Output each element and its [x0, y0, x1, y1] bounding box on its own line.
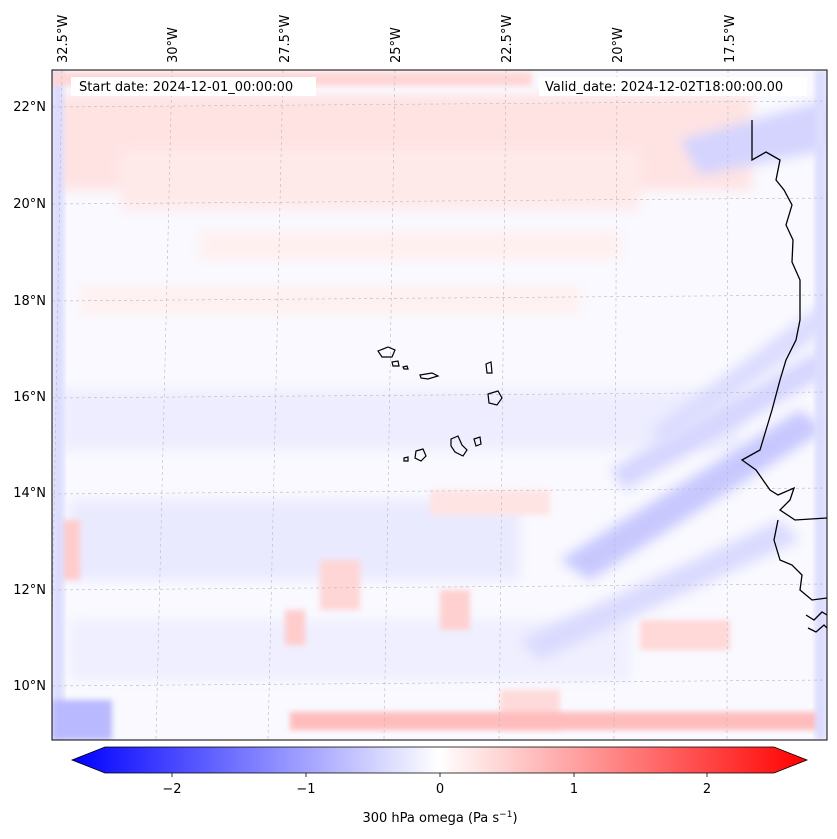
- longitude-labels: 32.5°W 30°W 27.5°W 25°W 22.5°W 20°W 17.5…: [56, 15, 738, 63]
- lat-label-16n: 16°N: [13, 390, 46, 405]
- lat-label-12n: 12°N: [13, 583, 46, 598]
- lat-label-10n: 10°N: [13, 679, 46, 694]
- colorbar-tick-neg2: −2: [162, 782, 181, 797]
- lat-label-22n: 22°N: [13, 100, 46, 115]
- colorbar-tick-neg1: −1: [296, 782, 315, 797]
- cape-verde-islands: [377, 346, 503, 462]
- colorbar-tick-1: 1: [570, 782, 578, 797]
- lon-label-25w: 25°W: [389, 27, 404, 63]
- start-date-label: Start date: 2024-12-01_00:00:00: [79, 80, 293, 95]
- map-panel: [52, 70, 827, 740]
- lon-label-20w: 20°W: [611, 27, 626, 63]
- colorbar: −2 −1 0 1 2 300 hPa omega (Pa s−1): [70, 746, 809, 826]
- colorbar-label-sup: −1: [499, 810, 512, 820]
- colorbar-tick-0: 0: [436, 782, 444, 797]
- lon-label-27-5w: 27.5°W: [278, 15, 293, 63]
- lat-label-14n: 14°N: [13, 486, 46, 501]
- colorbar-label-end: ): [512, 811, 517, 826]
- lat-label-18n: 18°N: [13, 294, 46, 309]
- valid-date-box: [539, 77, 807, 96]
- omega-field: [52, 70, 827, 740]
- lon-label-17-5w: 17.5°W: [723, 15, 738, 63]
- colorbar-bar: [70, 746, 809, 774]
- colorbar-label-main: 300 hPa omega (Pa s: [362, 811, 499, 826]
- gridlines: [52, 70, 827, 740]
- valid-date-label: Valid_date: 2024-12-02T18:00:00.00: [545, 80, 783, 95]
- lon-label-30w: 30°W: [166, 27, 181, 63]
- colorbar-label: 300 hPa omega (Pa s−1): [362, 810, 517, 826]
- lon-label-32-5w: 32.5°W: [56, 15, 71, 63]
- colorbar-tick-2: 2: [703, 782, 711, 797]
- lon-label-22-5w: 22.5°W: [500, 15, 515, 63]
- coastline: [740, 120, 827, 633]
- latitude-labels: 22°N 20°N 18°N 16°N 14°N 12°N 10°N: [13, 100, 46, 694]
- lat-label-20n: 20°N: [13, 197, 46, 212]
- map-frame: [51, 69, 828, 741]
- start-date-box: [71, 77, 316, 96]
